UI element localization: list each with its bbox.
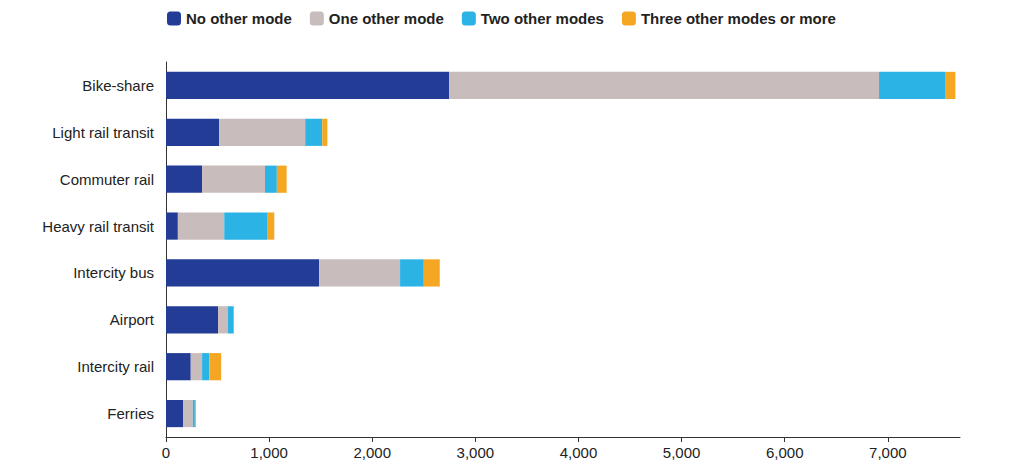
svg-text:6,000: 6,000 — [766, 444, 804, 461]
svg-text:Airport: Airport — [110, 311, 155, 328]
svg-text:7,000: 7,000 — [869, 444, 907, 461]
svg-text:Three other modes or more: Three other modes or more — [641, 10, 836, 27]
svg-text:Heavy rail transit: Heavy rail transit — [42, 218, 155, 235]
svg-text:1,000: 1,000 — [250, 444, 288, 461]
svg-text:3,000: 3,000 — [457, 444, 495, 461]
svg-text:2,000: 2,000 — [353, 444, 391, 461]
svg-text:Intercity rail: Intercity rail — [77, 358, 154, 375]
svg-text:Intercity bus: Intercity bus — [73, 264, 154, 281]
svg-text:One other mode: One other mode — [329, 10, 444, 27]
svg-text:Light rail transit: Light rail transit — [52, 124, 155, 141]
svg-text:No other mode: No other mode — [186, 10, 292, 27]
svg-text:5,000: 5,000 — [663, 444, 701, 461]
svg-text:0: 0 — [162, 444, 170, 461]
svg-text:Bike-share: Bike-share — [82, 77, 154, 94]
svg-text:4,000: 4,000 — [560, 444, 598, 461]
svg-text:Ferries: Ferries — [107, 405, 154, 422]
svg-text:Two other modes: Two other modes — [481, 10, 604, 27]
svg-text:Commuter rail: Commuter rail — [60, 171, 154, 188]
